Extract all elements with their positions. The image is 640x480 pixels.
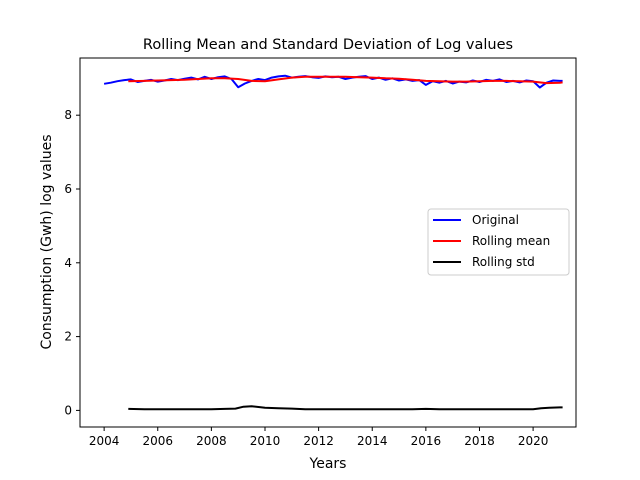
x-tick-label: 2008 xyxy=(196,434,227,448)
legend-label: Original xyxy=(472,213,519,227)
x-tick-label: 2004 xyxy=(89,434,120,448)
y-axis-label: Consumption (Gwh) log values xyxy=(39,134,55,349)
x-tick-label: 2006 xyxy=(142,434,173,448)
legend-label: Rolling mean xyxy=(472,234,550,248)
x-tick-label: 2014 xyxy=(357,434,388,448)
y-axis: 0 2 4 6 8 xyxy=(64,108,80,417)
series-line-rolling-mean xyxy=(128,75,563,85)
y-tick-label: 4 xyxy=(64,256,72,270)
x-tick-label: 2012 xyxy=(303,434,334,448)
x-tick-label: 2018 xyxy=(464,434,495,448)
plot-area xyxy=(103,74,563,411)
plot-frame xyxy=(79,57,577,428)
chart-title: Rolling Mean and Standard Deviation of L… xyxy=(143,37,513,53)
x-axis-label: Years xyxy=(309,456,347,472)
legend: Original Rolling mean Rolling std xyxy=(427,208,570,276)
y-tick-label: 6 xyxy=(64,182,72,196)
legend-box xyxy=(427,208,570,276)
x-tick-label: 2020 xyxy=(518,434,549,448)
x-tick-label: 2016 xyxy=(411,434,442,448)
y-tick-label: 8 xyxy=(64,108,72,122)
x-tick-label: 2010 xyxy=(250,434,281,448)
legend-label: Rolling std xyxy=(472,255,535,269)
y-tick-label: 0 xyxy=(64,403,72,417)
x-axis: 2004 2006 2008 2010 2012 2014 2016 2018 2020 xyxy=(89,427,549,448)
series-line-rolling-std xyxy=(128,405,563,411)
y-tick-label: 2 xyxy=(64,330,72,344)
